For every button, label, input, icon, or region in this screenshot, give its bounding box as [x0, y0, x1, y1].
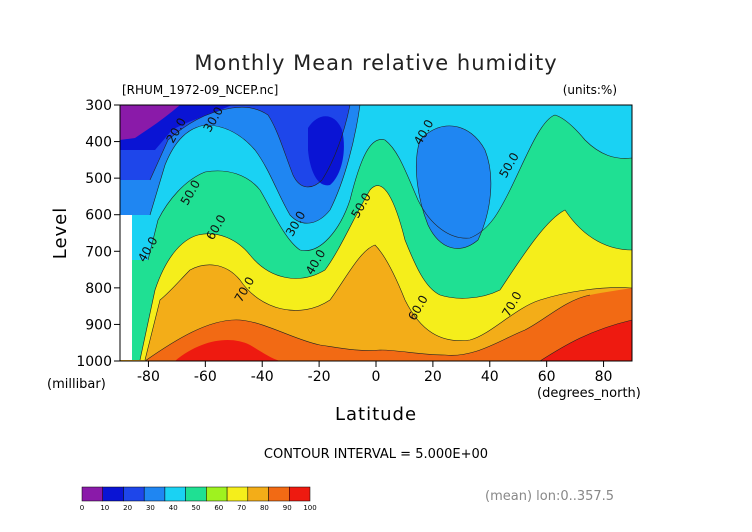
file-label: [RHUM_1972-09_NCEP.nc]	[122, 83, 278, 97]
y-tick-label: 600	[85, 208, 112, 224]
y-axis-ticks: 300 400 500 600 700 800 900 1000	[76, 98, 120, 370]
colorbar-tick-label: 30	[146, 504, 155, 512]
contour-line-30-north	[416, 125, 492, 249]
y-unit-label: (millibar)	[47, 377, 106, 392]
contour-line-30	[149, 105, 361, 224]
contour-line-70	[144, 294, 632, 361]
x-unit-label: (degrees_north)	[537, 386, 641, 401]
colorbar: 0 10 20 30 40 50 60 70 80 90 100	[80, 486, 317, 512]
mean-longitude-label: (mean) lon:0..357.5	[485, 489, 614, 504]
y-tick-label: 700	[85, 244, 112, 260]
x-tick-label: -40	[251, 369, 274, 385]
colorbar-swatch	[81, 486, 103, 502]
colorbar-tick-label: 20	[123, 504, 132, 512]
colorbar-tick-label: 60	[214, 504, 223, 512]
contour-lines	[139, 105, 632, 361]
x-tick-label: 60	[538, 369, 556, 385]
colorbar-tick-label: 70	[237, 504, 246, 512]
colorbar-tick-label: 40	[169, 504, 178, 512]
contour-line-20	[149, 105, 351, 188]
contour-fill	[120, 105, 632, 361]
x-tick-label: 0	[372, 369, 381, 385]
contour-interval-note: CONTOUR INTERVAL = 5.000E+00	[264, 447, 488, 462]
band-90-100	[175, 320, 632, 361]
colorbar-swatch	[247, 486, 269, 502]
colorbar-tick-label: 10	[100, 504, 109, 512]
band-30-40-north	[416, 125, 491, 249]
colorbar-swatch	[123, 486, 145, 502]
x-tick-label: 80	[595, 369, 613, 385]
colorbar-swatch	[206, 486, 228, 502]
x-tick-label: -20	[308, 369, 331, 385]
units-label: (units:%)	[563, 83, 617, 97]
y-tick-label: 800	[85, 281, 112, 297]
colorbar-tick-label: 50	[192, 504, 201, 512]
contour-line-50	[139, 185, 632, 361]
colorbar-tick-label: 100	[303, 504, 316, 512]
band-80-90	[145, 288, 632, 361]
x-tick-label: -80	[137, 369, 160, 385]
contour-line-40	[147, 114, 632, 261]
colorbar-swatch	[268, 486, 290, 502]
colorbar-swatch	[289, 486, 311, 502]
y-tick-label: 500	[85, 171, 112, 187]
colorbar-swatch	[185, 486, 207, 502]
y-tick-label: 300	[85, 98, 112, 114]
colorbar-tick-label: 80	[260, 504, 269, 512]
x-axis-title: Latitude	[335, 404, 417, 425]
contour-line-60	[144, 244, 632, 361]
colorbar-tick-label: 90	[283, 504, 292, 512]
band-40-50	[120, 105, 632, 260]
x-tick-label: 20	[424, 369, 442, 385]
y-tick-label: 900	[85, 317, 112, 333]
colorbar-swatch	[226, 486, 249, 502]
y-tick-label: 400	[85, 135, 112, 151]
x-tick-label: 40	[481, 369, 499, 385]
y-tick-label: 1000	[76, 354, 112, 370]
colorbar-swatch	[102, 486, 124, 502]
y-axis-title: Level	[50, 207, 71, 260]
chart-title: Monthly Mean relative humidity	[194, 51, 557, 75]
x-tick-label: -60	[194, 369, 217, 385]
band-10-20-core	[308, 116, 344, 186]
band-0-10	[120, 105, 180, 140]
missing-data-gap	[120, 215, 132, 360]
colorbar-swatch	[164, 486, 186, 502]
x-axis-ticks: -80 -60 -40 -20 0 20 40 60 80	[137, 361, 612, 385]
colorbar-swatch	[143, 486, 166, 502]
colorbar-tick-label: 0	[80, 504, 84, 512]
